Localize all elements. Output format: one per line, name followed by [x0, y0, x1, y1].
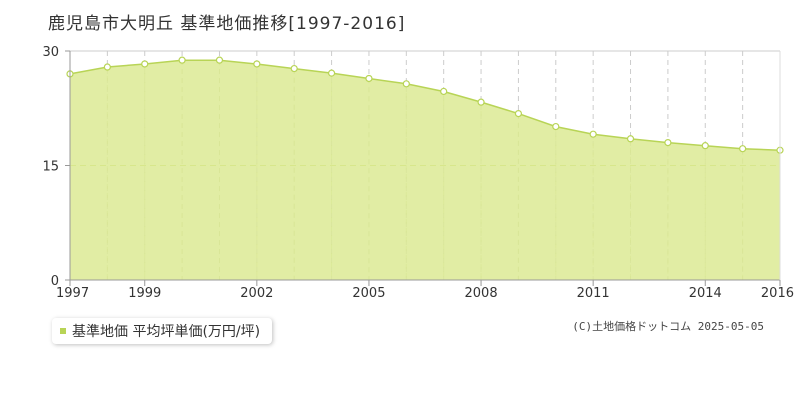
- x-tick-label: 2005: [352, 286, 385, 300]
- legend: 基準地価 平均坪単価(万円/坪): [52, 318, 273, 344]
- legend-swatch: [60, 328, 66, 334]
- y-tick-label: 15: [42, 160, 59, 175]
- data-point: [589, 130, 597, 138]
- chart-title: 鹿児島市大明丘 基準地価推移[1997-2016]: [48, 14, 406, 34]
- y-tick-label: 30: [42, 45, 59, 60]
- x-tick-label: 2011: [577, 286, 610, 300]
- x-tick-label: 2016: [761, 286, 794, 300]
- data-point: [514, 109, 523, 118]
- data-point: [103, 63, 111, 71]
- x-tick-label: 2008: [465, 286, 498, 300]
- legend-label: 基準地価 平均坪単価(万円/坪): [72, 324, 261, 340]
- data-point: [477, 98, 485, 106]
- axis-layer: [65, 50, 781, 286]
- series-line: [69, 59, 781, 151]
- data-point: [739, 145, 747, 153]
- x-tick-label: 1997: [56, 286, 89, 300]
- data-point: [327, 69, 336, 77]
- data-point: [701, 142, 709, 150]
- x-tick-label: 2002: [240, 286, 273, 300]
- x-tick-label: 1999: [128, 286, 161, 300]
- data-point: [365, 74, 373, 83]
- data-point: [402, 80, 410, 88]
- data-point: [215, 56, 224, 64]
- marker-layer: [66, 56, 784, 154]
- y-tick-label: 0: [51, 274, 59, 289]
- credit-text: (C)土地価格ドットコム 2025-05-05: [572, 320, 764, 333]
- data-point: [141, 60, 149, 68]
- data-point: [253, 60, 261, 68]
- data-point: [664, 139, 672, 147]
- x-tick-label: 2014: [689, 286, 722, 300]
- series-area: [70, 60, 780, 281]
- data-point: [290, 64, 298, 73]
- data-point: [440, 87, 448, 96]
- chart-svg: 0 15 30 1997 1999 2002 2005 2008 2011 2014 2016: [42, 45, 794, 300]
- data-point: [178, 56, 186, 64]
- data-point: [626, 135, 635, 143]
- data-point: [552, 122, 560, 131]
- tick-label-layer: 0 15 30 1997 1999 2002 2005 2008 2011 2014 2016: [42, 45, 794, 300]
